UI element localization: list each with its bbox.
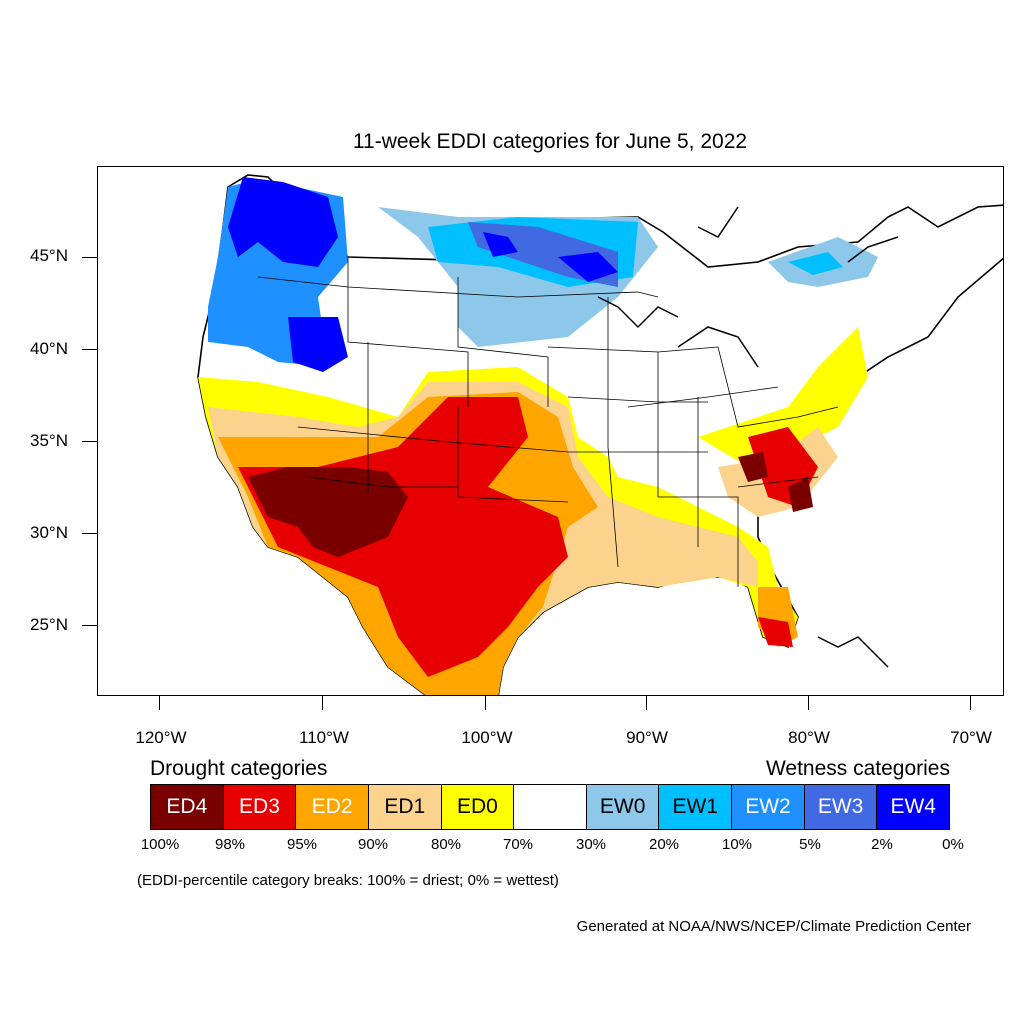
- credit-line: Generated at NOAA/NWS/NCEP/Climate Predi…: [576, 918, 971, 935]
- legend-label: EW1: [672, 795, 719, 818]
- map-title: 11-week EDDI categories for June 5, 2022: [352, 130, 748, 153]
- lon-label-80: 80°W: [788, 728, 830, 747]
- lon-tick: [159, 696, 160, 710]
- map-frame: [97, 166, 1004, 696]
- lat-tick: [82, 257, 97, 258]
- drought-categories-title: Drought categories: [150, 757, 328, 780]
- legend-cell-ed3: ED3: [223, 785, 297, 829]
- legend-cell-ew4: EW4: [877, 785, 950, 829]
- legend-cell-ew3: EW3: [804, 785, 878, 829]
- coastline-details: [597, 206, 899, 668]
- lon-tick: [970, 696, 971, 710]
- legend-cell-ed2: ED2: [296, 785, 369, 829]
- lon-label-70: 70°W: [950, 728, 992, 747]
- lat-tick: [82, 349, 97, 350]
- category-legend: ED4 ED3 ED2 ED1 ED0 EW0 EW1 EW2 EW3 EW4: [150, 784, 950, 830]
- legend-label: ED2: [311, 795, 353, 818]
- break-label: 20%: [648, 836, 680, 853]
- wetness-areas: [208, 177, 878, 372]
- break-label: 10%: [721, 836, 753, 853]
- legend-cell-ed1: ED1: [368, 785, 442, 829]
- legend-cell-ew0: EW0: [586, 785, 660, 829]
- legend-cell-ew2: EW2: [732, 785, 805, 829]
- break-label: 80%: [430, 836, 462, 853]
- lat-label-35: 35°N: [30, 431, 68, 450]
- break-label: 90%: [357, 836, 389, 853]
- lat-tick: [82, 441, 97, 442]
- lat-label-45: 45°N: [30, 246, 68, 265]
- break-label: 30%: [575, 836, 607, 853]
- break-label: 95%: [286, 836, 318, 853]
- drought-areas: [198, 327, 868, 695]
- legend-cell-ed4: ED4: [151, 785, 224, 829]
- lon-tick: [808, 696, 809, 710]
- break-label: 5%: [799, 836, 821, 853]
- lon-label-110: 110°W: [299, 728, 349, 747]
- break-label: 98%: [214, 836, 246, 853]
- legend-label: EW2: [745, 795, 791, 818]
- lat-tick: [82, 533, 97, 534]
- break-label: 0%: [942, 836, 964, 853]
- wetness-categories-title: Wetness categories: [765, 757, 950, 780]
- legend-cell-ew1: EW1: [659, 785, 733, 829]
- conus-eddi-map: [197, 174, 1003, 695]
- legend-cell-neutral: [514, 785, 587, 829]
- legend-label: ED1: [384, 795, 426, 818]
- lon-label-120: 120°W: [135, 728, 187, 747]
- legend-label: EW3: [817, 795, 864, 818]
- category-note: (EDDI-percentile category breaks: 100% =…: [137, 872, 559, 889]
- break-label: 2%: [871, 836, 893, 853]
- lon-tick: [646, 696, 647, 710]
- lon-label-100: 100°W: [461, 728, 513, 747]
- legend-cell-ed0: ED0: [441, 785, 515, 829]
- state-boundaries: [257, 257, 839, 587]
- lon-label-90: 90°W: [626, 728, 668, 747]
- legend-label: EW4: [890, 795, 936, 818]
- lon-tick: [485, 696, 486, 710]
- legend-label: EW0: [599, 795, 646, 818]
- lat-label-25: 25°N: [30, 615, 68, 634]
- break-label: 70%: [502, 836, 534, 853]
- legend-label: ED0: [456, 795, 498, 818]
- lat-label-40: 40°N: [30, 339, 68, 358]
- break-label: 100%: [140, 836, 180, 853]
- lat-label-30: 30°N: [30, 523, 68, 542]
- lon-tick: [322, 696, 323, 710]
- legend-label: ED4: [166, 795, 208, 818]
- legend-label: ED3: [239, 795, 280, 818]
- lat-tick: [82, 625, 97, 626]
